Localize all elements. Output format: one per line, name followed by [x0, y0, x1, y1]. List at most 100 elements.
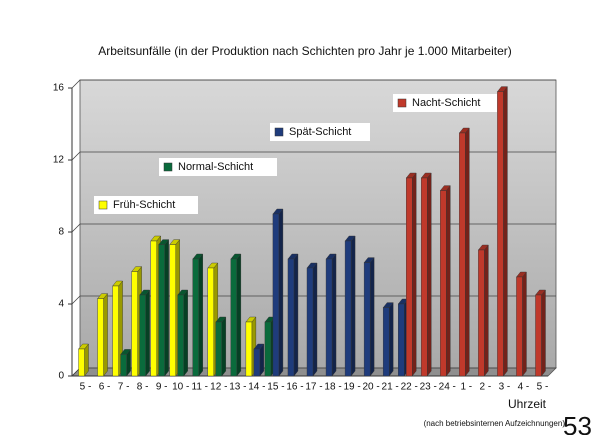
y-tick-label: 0: [58, 371, 64, 382]
legend-swatch: [397, 98, 407, 108]
x-axis-label: Uhrzeit: [508, 397, 547, 411]
bar: [177, 294, 184, 377]
bar: [207, 267, 215, 377]
bar: [406, 177, 413, 377]
bar: [97, 298, 104, 377]
x-tick-label: 16 -: [286, 382, 303, 393]
legend-swatch: [274, 127, 284, 137]
legend-box: [393, 94, 497, 112]
bar: [169, 244, 176, 377]
bar: [306, 267, 314, 377]
legend-swatch: [163, 162, 173, 172]
bar: [459, 132, 466, 377]
x-tick-label: 22 -: [401, 382, 418, 393]
bar: [535, 294, 542, 377]
y-tick-label: 16: [53, 83, 65, 94]
y-tick-label: 12: [53, 155, 65, 166]
bar: [287, 258, 295, 377]
bar: [78, 348, 85, 377]
bar: [272, 213, 280, 377]
x-tick-label: 24 -: [439, 382, 456, 393]
x-tick-label: 8 -: [137, 382, 149, 393]
bar-side: [331, 253, 337, 377]
bar-side: [164, 239, 169, 377]
x-tick-label: 3 -: [499, 382, 511, 393]
x-tick-label: 23 -: [420, 382, 437, 393]
bar-side: [221, 316, 227, 377]
bar-side: [103, 293, 108, 377]
bar: [253, 348, 261, 377]
y-tick-label: 4: [58, 299, 64, 310]
x-tick-label: 21 -: [382, 382, 399, 393]
grid-line: [71, 295, 556, 305]
x-tick-label: 20 -: [363, 382, 380, 393]
bar: [139, 294, 146, 377]
bar: [215, 321, 223, 377]
x-tick-label: 18 -: [324, 382, 341, 393]
grid-line: [71, 223, 556, 233]
bar-side: [259, 343, 265, 377]
bar-side: [84, 343, 89, 377]
page-number: 53: [563, 411, 592, 435]
bar-side: [465, 127, 470, 377]
x-tick-label: 10 -: [172, 382, 189, 393]
legend-label: Spät-Schicht: [289, 126, 351, 138]
bar-side: [388, 302, 394, 377]
bar: [120, 354, 127, 377]
bar: [478, 249, 485, 377]
legend-box: [94, 196, 198, 214]
bar: [245, 321, 253, 377]
bar: [398, 303, 405, 377]
bar: [363, 262, 371, 377]
bar: [192, 258, 199, 377]
x-tick-label: 15 -: [267, 382, 284, 393]
y-tick-label: 8: [58, 227, 64, 238]
bar: [516, 276, 523, 377]
bar-side: [198, 253, 203, 377]
bar-side: [503, 86, 508, 377]
legend-box: [270, 123, 370, 141]
bar-side: [412, 172, 417, 377]
x-tick-label: 11 -: [192, 382, 209, 393]
grid-line: [71, 151, 556, 161]
bar-side: [312, 262, 318, 377]
bar-side: [427, 172, 432, 377]
chart-title: Arbeitsunfälle (in der Produktion nach S…: [98, 44, 512, 58]
x-tick-label: 19 -: [343, 382, 360, 393]
legend-label: Nacht-Schicht: [412, 97, 480, 109]
bar-side: [484, 244, 489, 377]
bar-side: [278, 208, 284, 377]
bar-side: [183, 289, 188, 377]
bar: [382, 307, 390, 377]
bar: [230, 258, 238, 377]
x-tick-label: 5 -: [537, 382, 549, 393]
bar-side: [293, 253, 299, 377]
bar: [344, 240, 352, 377]
bar-side: [541, 289, 546, 377]
x-tick-label: 5 -: [80, 382, 92, 393]
bar-side: [369, 257, 375, 377]
bar: [150, 240, 157, 377]
x-tick-label: 12 -: [210, 382, 227, 393]
bar-side: [522, 271, 527, 377]
x-tick-label: 7 -: [118, 382, 130, 393]
bar-side: [350, 235, 356, 377]
legend-label: Normal-Schicht: [178, 161, 253, 173]
x-tick-label: 2 -: [480, 382, 492, 393]
bar: [158, 244, 165, 377]
x-tick-label: 4 -: [518, 382, 530, 393]
bar: [264, 321, 272, 377]
bar: [497, 91, 504, 377]
grid-line: [71, 79, 556, 89]
legend-label: Früh-Schicht: [113, 199, 175, 211]
bar: [131, 271, 138, 377]
x-tick-label: 14 -: [248, 382, 265, 393]
bar: [112, 285, 119, 377]
source-note: (nach betriebsinternen Aufzeichnungen): [424, 419, 566, 428]
x-tick-label: 13 -: [229, 382, 246, 393]
bar: [440, 190, 447, 377]
legend-box: [159, 158, 277, 176]
bar: [325, 258, 333, 377]
bar: [421, 177, 428, 377]
x-tick-label: 9 -: [156, 382, 168, 393]
